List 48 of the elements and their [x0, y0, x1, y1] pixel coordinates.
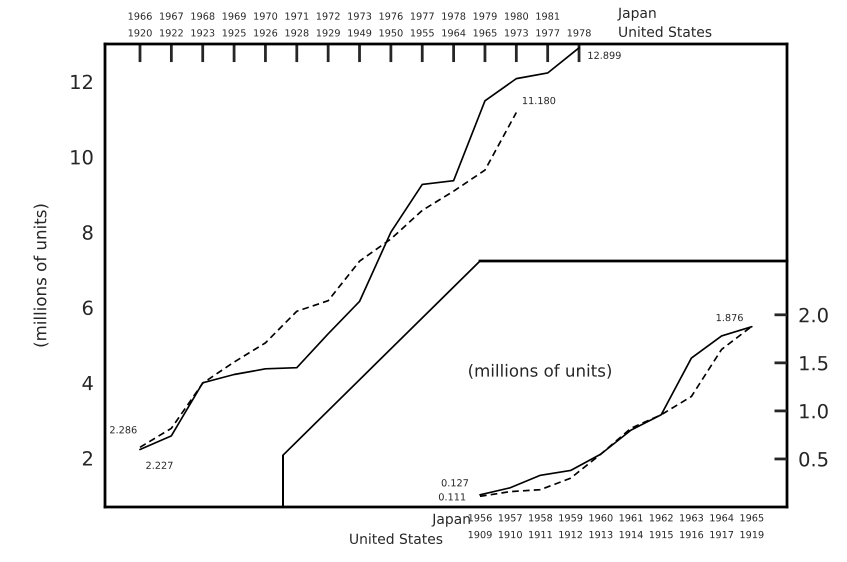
y-tick-label: 2 [82, 451, 92, 466]
text: United States [350, 533, 442, 544]
x-tick-label: 1981 1977 [536, 12, 560, 37]
y-axis-title: (millions of units) [469, 364, 611, 379]
x-tick-label: 1957 1910 [498, 514, 522, 538]
x-tick-label: 1978 1964 [442, 12, 466, 37]
x-tick-label: 1966 1920 [128, 12, 152, 37]
x-tick-label: 1960 1913 [589, 514, 613, 538]
y-tick-label: 10 [71, 150, 93, 165]
x-tick-label: 1963 1916 [680, 514, 704, 538]
x-tick-label: 1956 1909 [468, 514, 492, 538]
x-tick-label: 1972 1929 [316, 12, 340, 37]
y-tick-label: 1.5 [800, 356, 828, 371]
data-label: 0.111 [438, 493, 466, 501]
x-tick-label: 1964 1917 [710, 514, 734, 538]
x-tick-label: 1970 1926 [254, 12, 278, 37]
y-tick-label: 12 [71, 74, 92, 90]
y-tick-label: 8 [82, 225, 93, 240]
data-label: 0.127 [442, 479, 468, 487]
data-label: 12.899 [588, 52, 621, 59]
y-tick-label: 2.0 [800, 308, 828, 322]
data-label: 1.876 [716, 314, 743, 322]
x-tick-label: 1967 1922 [160, 12, 183, 37]
y-axis-title: (millions of units) [34, 204, 48, 346]
text: Japan [617, 8, 656, 21]
text: United States [619, 26, 712, 38]
x-tick-label: 1971 1928 [285, 12, 309, 37]
x-tick-label: 1965 1919 [740, 514, 764, 538]
data-label: 11.180 [522, 96, 556, 104]
text: Japan [432, 514, 470, 527]
y-tick-label: 6 [82, 300, 93, 316]
x-tick-label: 1973 1949 [348, 12, 372, 37]
data-label: 2.286 [110, 426, 137, 434]
x-tick-label: 1958 1911 [529, 514, 552, 538]
y-tick-label: 4 [82, 376, 93, 390]
x-tick-label: 1969 1925 [222, 12, 246, 37]
x-tick-label: 1980 1973 [505, 12, 528, 37]
y-tick-label: 0.5 [799, 452, 828, 467]
x-tick-label: 1962 1915 [650, 514, 673, 538]
x-tick-label: 1961 1914 [620, 514, 643, 538]
x-tick-label: 1968 1923 [191, 12, 214, 37]
x-tick-label: 1976 1950 [380, 12, 403, 37]
y-tick-label: 1.0 [800, 404, 828, 419]
x-tick-label: 1959 1912 [559, 514, 582, 538]
x-tick-label: 1977 1955 [410, 12, 434, 37]
x-tick-label: 1979 1965 [474, 12, 497, 37]
data-label: 2.227 [146, 462, 173, 469]
x-tick-label: 1978 [568, 29, 591, 37]
